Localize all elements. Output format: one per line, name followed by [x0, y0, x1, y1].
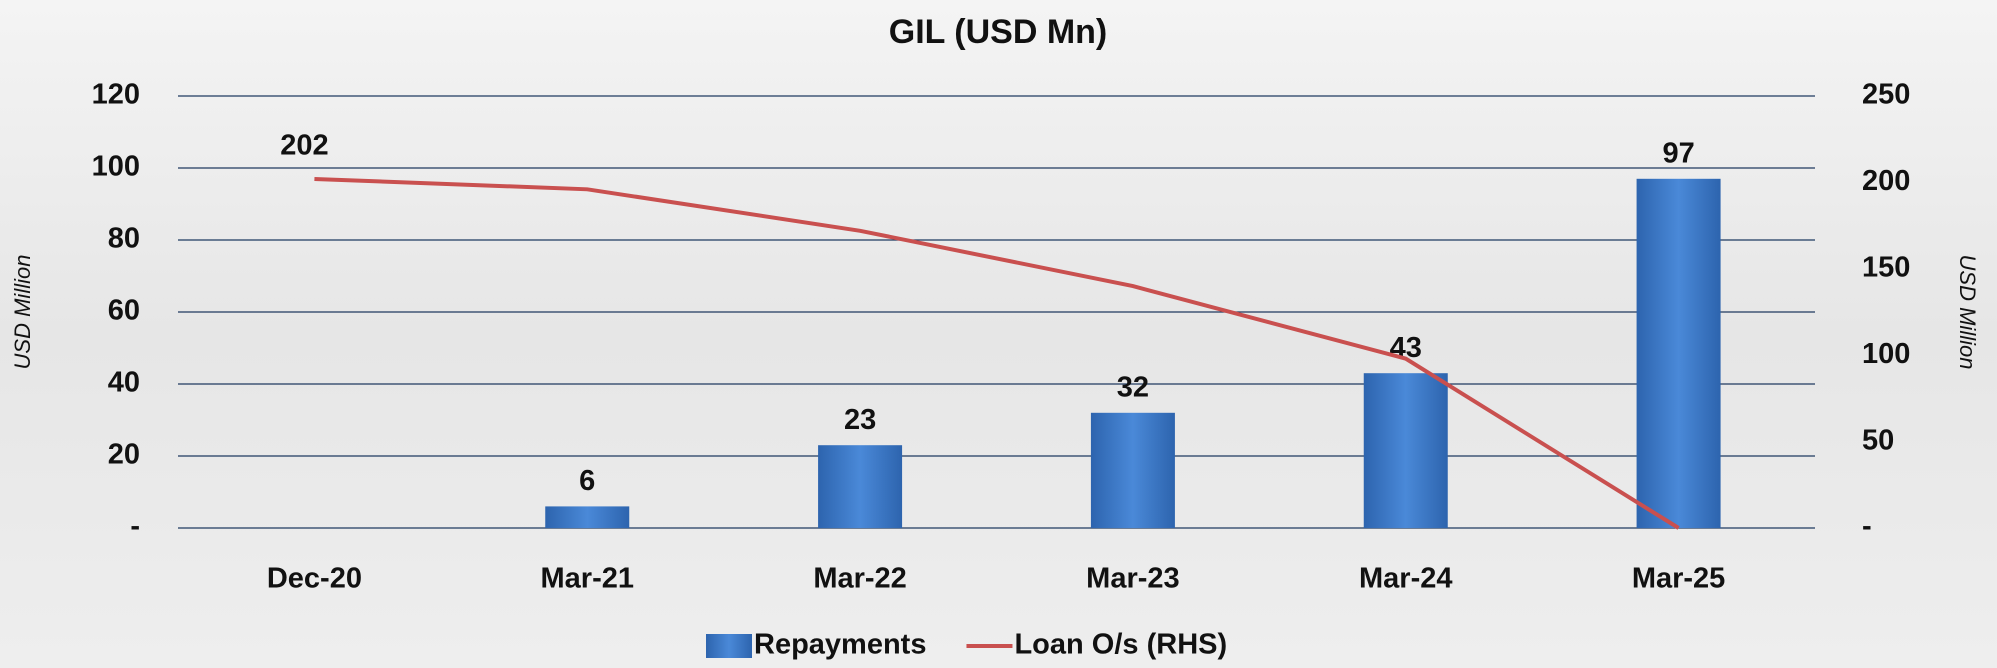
bar — [1091, 413, 1175, 528]
legend-label: Loan O/s (RHS) — [1014, 629, 1227, 661]
data-label: 23 — [844, 404, 876, 436]
y-tick-label: - — [130, 511, 140, 543]
x-tick-label: Mar-22 — [813, 563, 907, 595]
y2-axis-title: USD Million — [1955, 255, 1980, 370]
y2-tick-label: - — [1862, 511, 1872, 543]
y-tick-label: 80 — [108, 223, 140, 255]
data-label: 32 — [1117, 371, 1149, 403]
y2-tick-label: 150 — [1862, 251, 1910, 283]
y2-tick-label: 250 — [1862, 79, 1910, 111]
bar — [818, 445, 902, 528]
x-tick-label: Mar-23 — [1086, 563, 1180, 595]
x-tick-label: Mar-25 — [1632, 563, 1726, 595]
y-tick-label: 120 — [92, 79, 140, 111]
chart: GIL (USD Mn) USD Million USD Million - 20… — [0, 0, 1997, 668]
bar — [1637, 179, 1721, 528]
bar — [545, 506, 629, 528]
y-tick-label: 100 — [92, 151, 140, 183]
data-label: 97 — [1662, 137, 1694, 169]
x-tick-label: Mar-21 — [541, 563, 635, 595]
y2-tick-label: 50 — [1862, 424, 1894, 456]
legend-label: Repayments — [754, 629, 926, 661]
bar — [1364, 373, 1448, 528]
legend-swatch — [706, 634, 752, 658]
y-tick-label: 20 — [108, 439, 140, 471]
x-tick-label: Dec-20 — [267, 563, 362, 595]
data-label: 6 — [579, 465, 595, 497]
x-tick-label: Mar-24 — [1359, 563, 1453, 595]
y-tick-label: 60 — [108, 295, 140, 327]
y2-tick-label: 200 — [1862, 165, 1910, 197]
chart-title: GIL (USD Mn) — [889, 13, 1107, 51]
data-label: 202 — [280, 130, 328, 162]
y-axis-title: USD Million — [10, 255, 35, 370]
y2-tick-label: 100 — [1862, 338, 1910, 370]
y-tick-label: 40 — [108, 367, 140, 399]
